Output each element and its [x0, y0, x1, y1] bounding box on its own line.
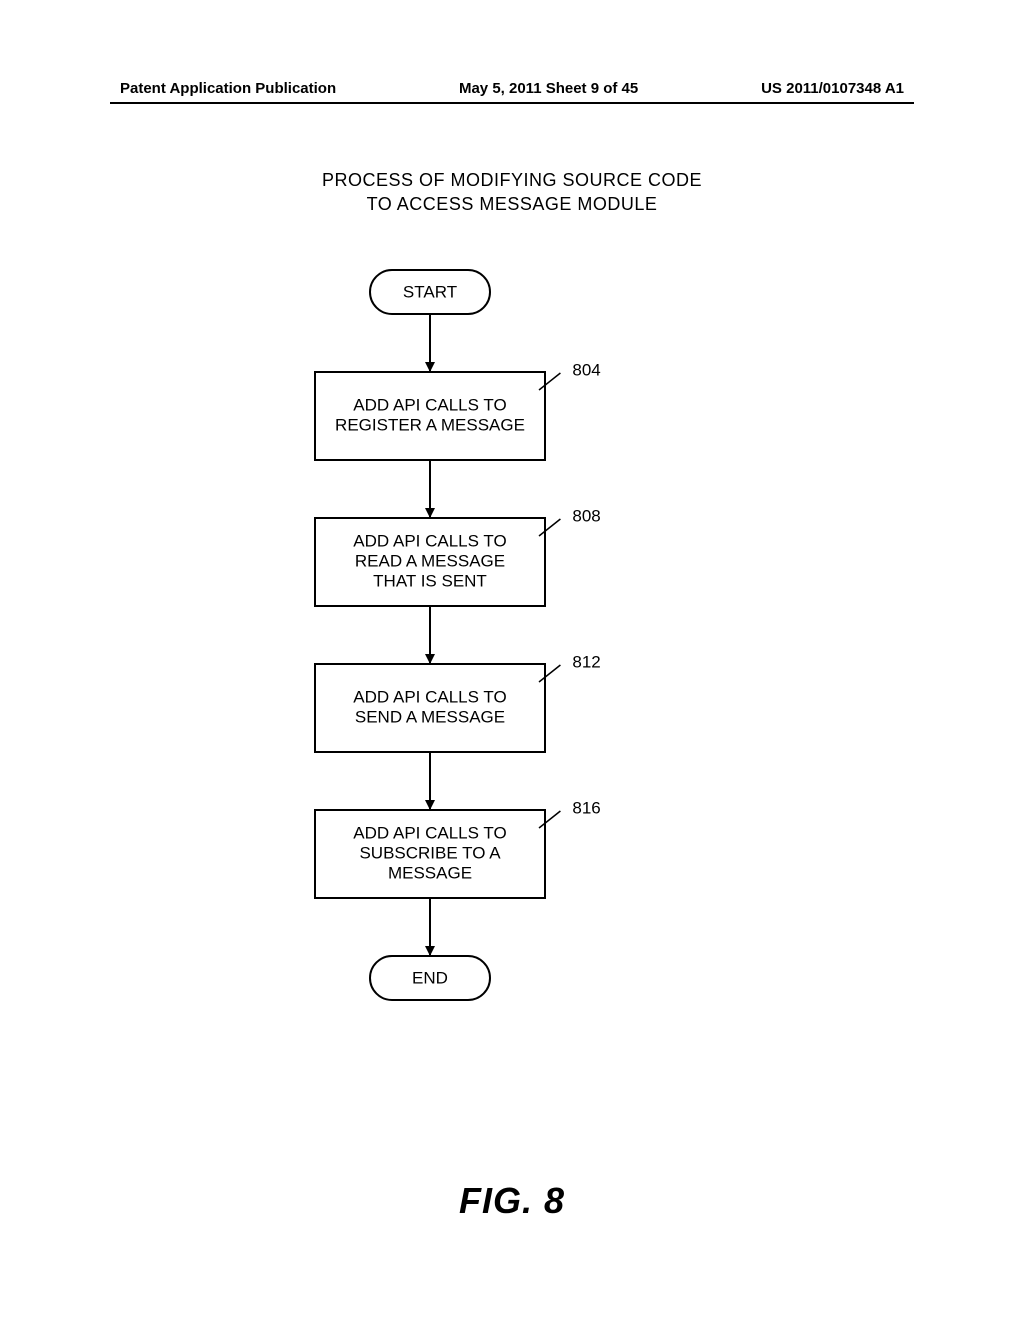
title-line-2: TO ACCESS MESSAGE MODULE — [367, 194, 658, 214]
flowchart-svg: STARTADD API CALLS TOREGISTER A MESSAGE8… — [0, 240, 1024, 1140]
header-left: Patent Application Publication — [120, 80, 336, 97]
n3-ref: 812 — [572, 652, 600, 671]
n2-line-0: ADD API CALLS TO — [353, 531, 506, 550]
n3-line-0: ADD API CALLS TO — [353, 687, 506, 706]
diagram-title: PROCESS OF MODIFYING SOURCE CODE TO ACCE… — [0, 168, 1024, 217]
page-header: Patent Application Publication May 5, 20… — [0, 80, 1024, 97]
page: Patent Application Publication May 5, 20… — [0, 0, 1024, 1320]
n2-line-2: THAT IS SENT — [373, 571, 487, 590]
n1-line-0: ADD API CALLS TO — [353, 395, 506, 414]
n4-line-2: MESSAGE — [388, 863, 472, 882]
n1-ref: 804 — [572, 360, 600, 379]
n4-line-1: SUBSCRIBE TO A — [359, 843, 501, 862]
figure-label: FIG. 8 — [0, 1180, 1024, 1222]
end-label: END — [412, 968, 448, 987]
header-rule — [110, 102, 914, 104]
flowchart-container: STARTADD API CALLS TOREGISTER A MESSAGE8… — [0, 240, 1024, 1140]
header-mid: May 5, 2011 Sheet 9 of 45 — [459, 80, 638, 97]
n4-ref: 816 — [572, 798, 600, 817]
title-line-1: PROCESS OF MODIFYING SOURCE CODE — [322, 170, 702, 190]
n1-line-1: REGISTER A MESSAGE — [335, 415, 525, 434]
n2-ref: 808 — [572, 506, 600, 525]
n4-line-0: ADD API CALLS TO — [353, 823, 506, 842]
n2-line-1: READ A MESSAGE — [355, 551, 505, 570]
start-label: START — [403, 282, 457, 301]
header-right: US 2011/0107348 A1 — [761, 80, 904, 97]
n3-line-1: SEND A MESSAGE — [355, 707, 505, 726]
